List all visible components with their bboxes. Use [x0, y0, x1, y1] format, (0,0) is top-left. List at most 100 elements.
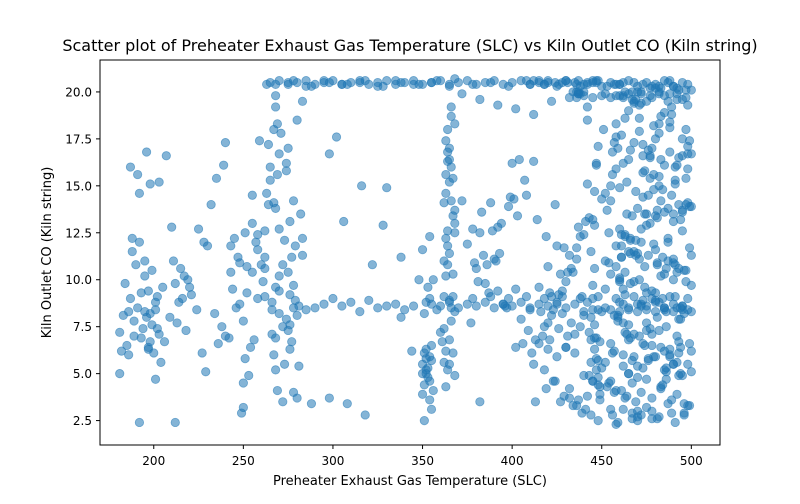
scatter-point	[523, 325, 533, 336]
scatter-point	[529, 156, 539, 167]
scatter-point	[400, 305, 410, 315]
scatter-point	[597, 194, 607, 204]
scatter-point	[278, 260, 288, 270]
scatter-point	[269, 198, 279, 208]
scatter-point	[355, 307, 365, 317]
scatter-point	[686, 250, 696, 260]
scatter-point	[615, 277, 625, 287]
scatter-point	[285, 290, 295, 300]
scatter-point	[512, 211, 523, 221]
scatter-point	[147, 265, 157, 275]
scatter-point	[546, 310, 557, 321]
scatter-point	[620, 267, 630, 277]
scatter-point	[493, 100, 503, 110]
scatter-point	[647, 143, 657, 153]
scatter-point	[638, 338, 648, 349]
scatter-point	[589, 186, 600, 197]
scatter-point	[450, 205, 460, 215]
scatter-point	[629, 292, 639, 302]
scatter-point	[667, 109, 677, 120]
scatter-point	[591, 333, 601, 343]
scatter-point	[516, 314, 526, 324]
scatter-point	[684, 338, 695, 349]
scatter-point	[554, 323, 564, 334]
scatter-point	[609, 138, 619, 148]
scatter-point	[584, 327, 594, 337]
scatter-point	[622, 177, 632, 187]
scatter-point	[220, 331, 231, 341]
scatter-point	[604, 378, 614, 388]
scatter-point	[511, 342, 521, 352]
scatter-point	[541, 231, 551, 242]
scatter-point	[683, 149, 693, 159]
scatter-point	[260, 226, 270, 236]
scatter-point	[197, 348, 207, 358]
scatter-point	[439, 256, 449, 266]
scatter-point	[656, 342, 666, 352]
scatter-point	[550, 376, 560, 386]
scatter-point	[620, 393, 630, 403]
scatter-point	[260, 252, 270, 262]
scatter-point	[276, 128, 286, 138]
scatter-point	[622, 329, 632, 339]
scatter-point	[663, 399, 673, 409]
scatter-point	[450, 370, 460, 381]
scatter-point	[593, 76, 603, 86]
scatter-point	[641, 305, 652, 315]
scatter-point	[611, 164, 621, 174]
scatter-point	[468, 293, 478, 304]
scatter-point	[631, 186, 641, 197]
scatter-point	[615, 224, 625, 234]
scatter-point	[373, 303, 383, 313]
scatter-point	[541, 384, 551, 394]
scatter-point	[296, 209, 306, 219]
scatter-point	[170, 278, 180, 289]
scatter-point	[229, 233, 239, 244]
scatter-point	[586, 246, 596, 257]
scatter-point	[475, 397, 485, 407]
scatter-point	[656, 154, 666, 165]
scatter-point	[419, 308, 429, 319]
scatter-point	[274, 286, 284, 296]
scatter-point	[202, 241, 213, 251]
scatter-point	[240, 354, 250, 364]
scatter-point	[618, 361, 628, 371]
scatter-point	[450, 307, 460, 317]
scatter-point	[650, 352, 661, 362]
scatter-point	[265, 162, 275, 172]
scatter-point	[129, 316, 139, 326]
scatter-point	[663, 233, 673, 244]
scatter-point	[665, 89, 675, 99]
y-tick-label: 7.5	[73, 320, 92, 334]
scatter-point	[672, 389, 682, 399]
scatter-point	[432, 305, 442, 315]
scatter-point	[559, 243, 569, 253]
scatter-point	[537, 331, 548, 341]
scatter-point	[297, 96, 308, 106]
scatter-point	[426, 404, 437, 414]
scatter-point	[679, 399, 689, 409]
scatter-point	[423, 363, 433, 373]
scatter-point	[674, 348, 684, 358]
scatter-point	[520, 175, 530, 185]
scatter-point	[638, 79, 648, 90]
scatter-point	[638, 139, 648, 150]
scatter-point	[624, 320, 634, 330]
scatter-point	[636, 87, 646, 97]
scatter-point	[426, 340, 437, 351]
scatter-point	[672, 331, 682, 341]
scatter-point	[127, 246, 137, 257]
scatter-point	[624, 369, 634, 379]
scatter-point	[285, 320, 295, 330]
scatter-point	[670, 260, 680, 270]
scatter-point	[161, 151, 171, 161]
scatter-point	[606, 181, 616, 191]
scatter-point	[469, 258, 480, 268]
scatter-point	[604, 228, 614, 238]
scatter-point	[604, 258, 614, 268]
scatter-point	[641, 318, 652, 328]
scatter-point	[507, 158, 517, 168]
scatter-point	[661, 307, 671, 317]
scatter-point	[253, 230, 263, 240]
